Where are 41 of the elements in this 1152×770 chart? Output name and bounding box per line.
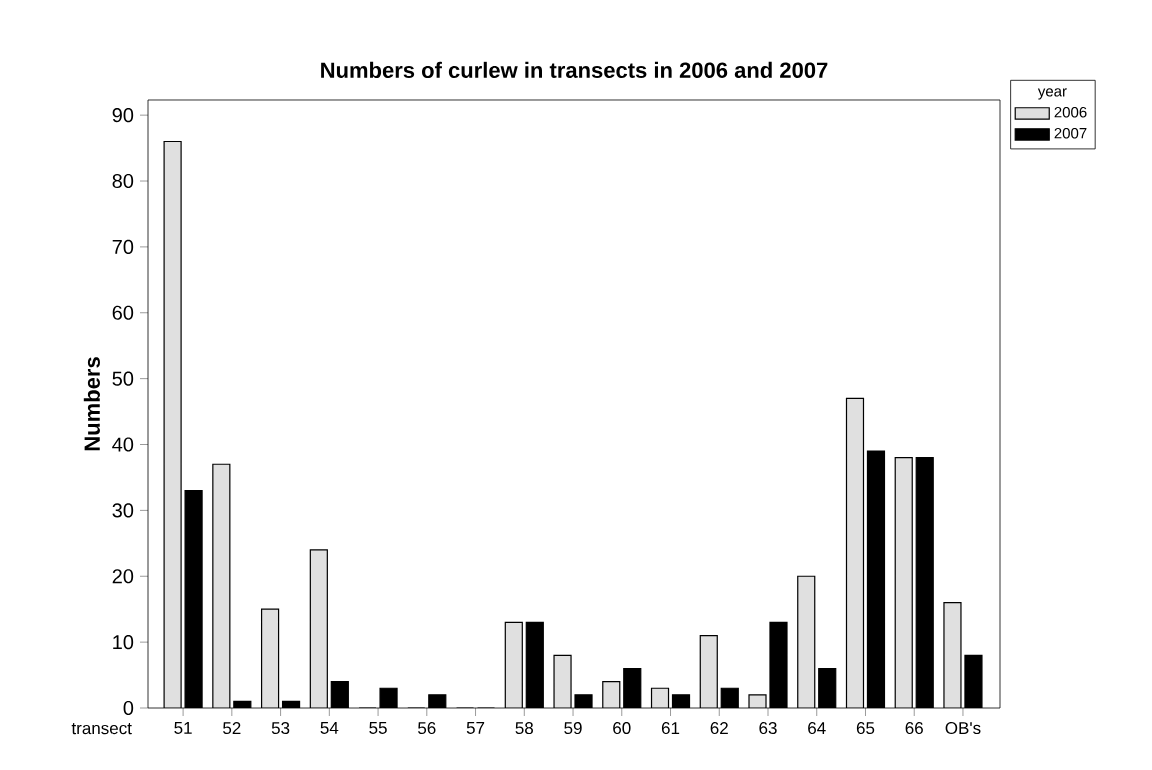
x-tick-label: 54 xyxy=(320,722,339,734)
legend-label: 2006 xyxy=(1054,106,1087,118)
y-axis-title: Numbers xyxy=(83,357,100,451)
y-tick-label: 40 xyxy=(112,437,134,452)
x-tick-label: OB's xyxy=(945,722,981,735)
y-tick-label: 30 xyxy=(112,503,134,518)
x-tick-label: 57 xyxy=(466,722,485,734)
x-tick-label: 56 xyxy=(418,722,436,735)
x-tick-label: 62 xyxy=(710,722,728,735)
bar xyxy=(700,635,718,708)
y-tick-label: 0 xyxy=(123,700,134,716)
y-tick-label: 10 xyxy=(113,635,134,650)
x-tick-label: 61 xyxy=(661,722,680,735)
bar xyxy=(895,457,913,708)
y-tick-label: 20 xyxy=(112,569,134,584)
bar xyxy=(846,398,864,708)
bar xyxy=(797,576,815,708)
x-tick-label: 65 xyxy=(856,722,875,735)
legend-label: 2007 xyxy=(1054,127,1087,139)
x-tick-label: 55 xyxy=(369,722,387,734)
y-tick-label: 50 xyxy=(112,371,134,386)
y-tick-label: 80 xyxy=(112,173,134,189)
y-tick-label: 60 xyxy=(112,305,134,320)
x-tick-label: 51 xyxy=(174,722,192,734)
x-tick-label: 52 xyxy=(223,722,241,735)
legend-title: year xyxy=(1037,88,1067,100)
y-tick-label: 90 xyxy=(112,108,134,123)
chart-title: Numbers of curlew in transects in 2006 and 2007 xyxy=(321,61,828,78)
x-tick-label: 66 xyxy=(905,722,923,735)
x-tick-label: 53 xyxy=(271,722,290,735)
x-tick-label: 60 xyxy=(613,722,631,735)
bar xyxy=(261,609,279,708)
y-tick-label: 70 xyxy=(112,239,134,254)
bar xyxy=(505,622,523,708)
x-tick-label: 59 xyxy=(564,722,582,735)
x-axis-title: transect xyxy=(71,723,132,735)
bar xyxy=(310,549,328,708)
bar xyxy=(212,464,230,708)
x-tick-label: 64 xyxy=(808,722,826,735)
x-tick-label: 58 xyxy=(515,722,533,735)
x-tick-label: 63 xyxy=(759,722,777,735)
